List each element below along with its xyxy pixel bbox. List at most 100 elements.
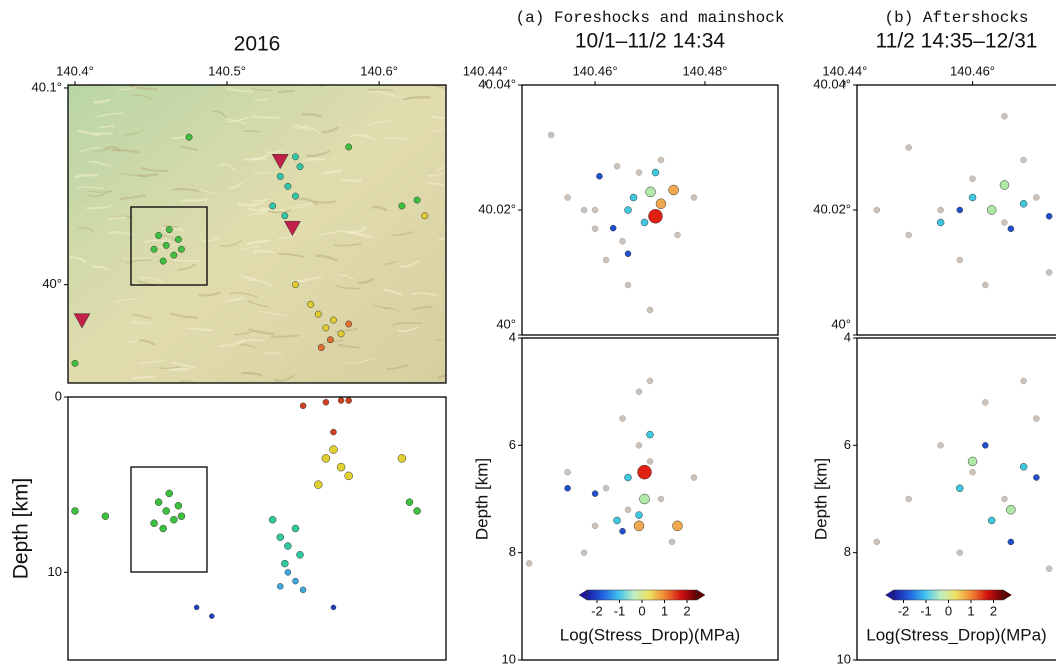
y-tick-label: 40.02° [478,201,516,216]
event-point [330,429,336,435]
event-point [329,446,337,454]
event-point [625,507,631,513]
event-point [565,195,571,201]
colorbar-arrow [886,590,894,600]
event-point [672,521,682,531]
event-point [151,520,158,527]
y-tick-label: 0 [55,388,62,403]
event-point [565,469,571,475]
y-tick-label: 4 [844,329,851,344]
event-point [987,206,996,215]
y-tick-label: 6 [509,437,516,452]
event-point [269,203,275,209]
event-point [414,197,420,203]
plot-area [526,378,697,566]
event-point [346,398,352,404]
colorbar-tick-label: 0 [638,603,645,618]
event-point [610,225,616,231]
event-point [1006,505,1015,514]
event-point [151,246,157,252]
event-point [596,173,602,179]
event-point [300,403,306,409]
event-point [669,185,679,195]
relief [278,91,295,92]
y-tick-label: 40.04° [478,76,516,91]
event-point [658,157,664,163]
event-point [1001,220,1007,226]
event-point [957,257,963,263]
event-point [297,551,304,558]
event-point [163,242,169,248]
plot-frame [522,85,778,335]
event-point [281,560,288,567]
colorbar-tick-label: 2 [683,603,690,618]
event-point [338,331,344,337]
x-tick-label: 140.46° [950,63,995,78]
event-point [691,195,697,201]
event-point [603,485,609,491]
y-tick-label: 40.1° [31,79,62,94]
colorbar-tick-label: 1 [967,603,974,618]
event-point [163,507,170,514]
event-point [269,516,276,523]
event-point [625,474,632,481]
colorbar-tick-label: -1 [614,603,626,618]
event-point [277,583,283,589]
event-point [331,605,336,610]
event-point [277,173,283,179]
event-point [171,252,177,258]
colorbar-tick-label: 0 [945,603,952,618]
relief [253,251,273,252]
colorbar-label: Log(Stress_Drop)(MPa) [560,625,740,644]
event-point [592,491,598,497]
plot-frame [857,338,1056,660]
event-point [874,539,880,545]
event-point [656,199,666,209]
plot-frame [857,85,1056,335]
event-point [956,485,963,492]
event-point [314,481,322,489]
event-point [398,454,406,462]
event-point [638,465,652,479]
figure: 140.4°140.5°140.6°40°40.1°2016010Depth [… [0,0,1056,666]
event-point [330,317,336,323]
relief [437,375,462,378]
event-point [581,550,587,556]
event-point [647,458,653,464]
colorbar [587,590,697,600]
event-point [625,207,632,214]
event-point [625,282,631,288]
event-point [277,534,284,541]
event-point [399,203,405,209]
event-point [592,523,598,529]
event-point [614,163,620,169]
event-point [166,490,173,497]
event-point [170,516,177,523]
event-point [938,207,944,213]
event-point [315,311,321,317]
colorbar [894,590,1004,600]
event-point [526,560,532,566]
event-point [1033,195,1039,201]
event-point [175,502,182,509]
event-point [614,517,621,524]
event-point [1046,566,1052,572]
x-tick-label: 140.46° [573,63,618,78]
event-point [175,236,181,242]
y-axis-label: Depth [km] [472,458,491,540]
event-point [592,207,598,213]
event-point [640,494,650,504]
plot-area [874,113,1056,288]
x-tick-label: 140.4° [56,63,94,78]
event-point [307,301,313,307]
event-point [1020,463,1027,470]
plot-frame [68,397,446,660]
event-point [160,525,167,532]
event-point [906,232,912,238]
relief [244,159,267,160]
event-point [422,213,428,219]
event-point [938,442,944,448]
y-tick-label: 40° [42,276,62,291]
plot-area [68,82,462,383]
